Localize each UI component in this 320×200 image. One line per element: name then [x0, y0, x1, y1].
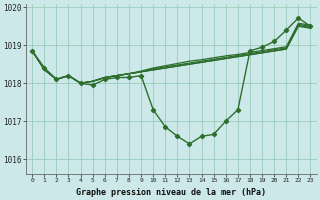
X-axis label: Graphe pression niveau de la mer (hPa): Graphe pression niveau de la mer (hPa) [76, 188, 266, 197]
